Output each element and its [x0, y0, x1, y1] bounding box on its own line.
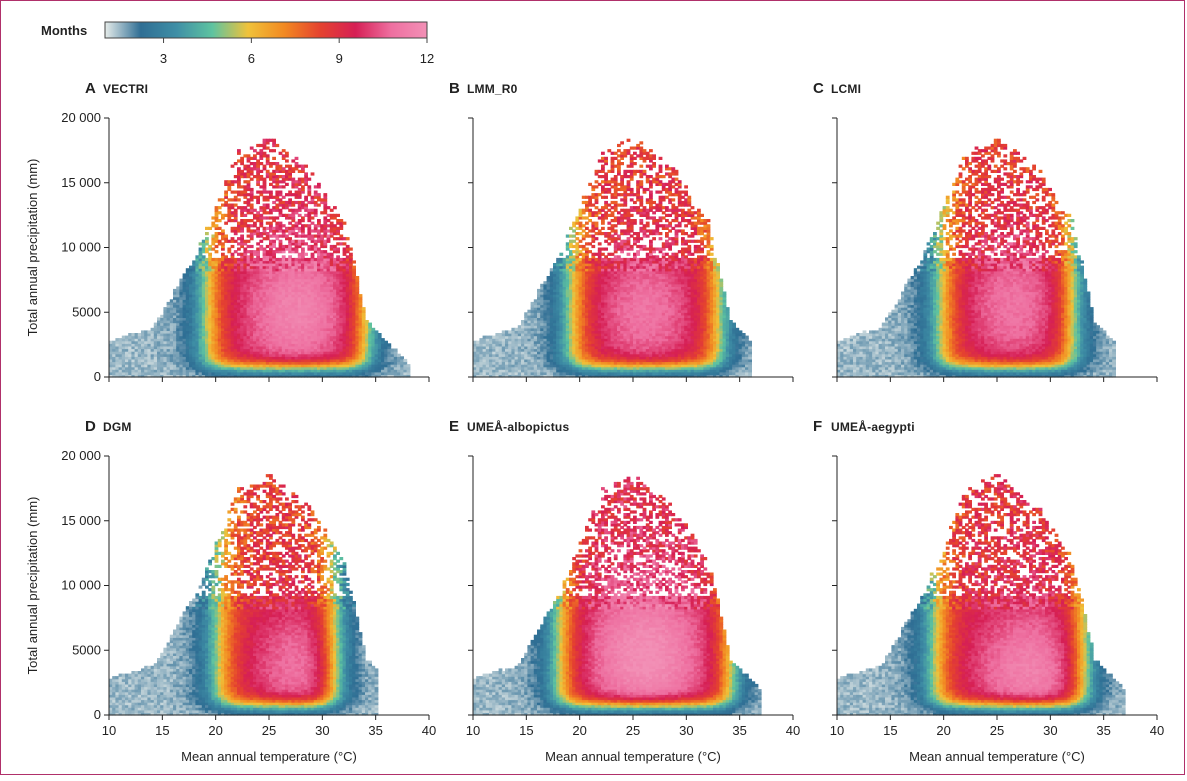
heatmap-cell	[346, 237, 350, 240]
panel-b: B LMM_R0	[449, 80, 793, 382]
heatmap-cell	[362, 307, 366, 310]
colorbar-tick-label: 6	[248, 51, 255, 66]
panel-name: LMM_R0	[467, 82, 518, 96]
y-axis-title: Total annual precipitation (mm)	[25, 159, 40, 337]
heatmap-cell	[285, 159, 289, 162]
heatmap-cell	[307, 185, 311, 188]
panels: A VECTRI 0 5000 10 000 15 000 20 000 Total annu…	[25, 80, 1164, 764]
heatmap-cell	[208, 253, 212, 256]
colorbar-label: Months	[41, 23, 87, 38]
colorbar: Months 3 6 9 12	[41, 22, 434, 66]
heatmap-cell	[323, 193, 327, 196]
heatmap-cell	[349, 253, 353, 256]
heatmap-cell	[304, 172, 308, 175]
heatmap-cell	[295, 157, 299, 160]
heatmap-cell	[205, 237, 209, 240]
heatmap-cell	[352, 266, 356, 269]
heatmap-cell	[272, 149, 276, 152]
heatmap-cell	[205, 232, 209, 235]
heatmap-cell	[279, 240, 283, 243]
heatmap-cells	[473, 139, 752, 378]
heatmap-cell	[250, 245, 254, 248]
colorbar-tick-label: 9	[336, 51, 343, 66]
y-tick-label: 0	[94, 369, 101, 384]
panel-name: VECTRI	[103, 82, 148, 96]
heatmap-cell	[279, 191, 283, 194]
heatmap-cell	[359, 294, 363, 297]
heatmap-cell	[240, 235, 244, 238]
heatmap-cell	[250, 188, 254, 191]
heatmap-cell	[314, 209, 318, 212]
panel-a: A VECTRI 0 5000 10 000 15 000 20 000 Total annu…	[25, 80, 429, 384]
colorbar-tick-label: 12	[420, 51, 434, 66]
heatmap-cell	[407, 364, 411, 367]
heatmap-cell	[221, 229, 225, 232]
colorbar-ticks: 3 6 9 12	[160, 38, 434, 66]
heatmap-cell	[387, 343, 391, 346]
heatmap-cell	[250, 204, 254, 207]
heatmap-cell	[336, 248, 340, 251]
heatmap-cell	[352, 260, 356, 263]
heatmap-cell	[559, 253, 563, 256]
heatmap-cell	[368, 323, 372, 326]
heatmap-cell	[275, 144, 279, 147]
heatmap-cell	[394, 349, 398, 352]
heatmap-cells	[109, 139, 410, 378]
heatmap-cell	[269, 191, 273, 194]
colorbar-bar	[105, 22, 427, 38]
heatmap-cell	[311, 172, 315, 175]
heatmap-cell	[231, 245, 235, 248]
heatmap-cell	[237, 149, 241, 152]
heatmap-cell	[224, 235, 228, 238]
heatmap-cell	[266, 154, 270, 157]
heatmap-cell	[285, 183, 289, 186]
heatmap-cell	[266, 204, 270, 207]
heatmap-cell	[272, 139, 276, 142]
y-tick-label: 10 000	[61, 240, 101, 255]
heatmap-cell	[355, 276, 359, 279]
heatmap-cell	[333, 206, 337, 209]
heatmap-cell	[343, 222, 347, 225]
heatmap-cell	[237, 198, 241, 201]
panel-letter: B	[449, 80, 460, 97]
heatmap-cell	[304, 253, 308, 256]
heatmap-cell	[378, 333, 382, 336]
heatmap-cell	[349, 248, 353, 251]
panel-letter: A	[85, 80, 96, 97]
heatmap-cell	[307, 178, 311, 181]
heatmap-cell	[304, 165, 308, 168]
heatmap-cell	[317, 219, 321, 222]
heatmap-cell	[272, 157, 276, 160]
heatmap-cell	[317, 183, 321, 186]
y-tick-label: 5000	[72, 304, 101, 319]
heatmap-cell	[403, 359, 407, 362]
heatmap-cell	[215, 250, 219, 253]
heatmap-cell	[301, 248, 305, 251]
y-tick-label: 15 000	[61, 175, 101, 190]
heatmap-cell	[336, 214, 340, 217]
colorbar-tick-label: 3	[160, 51, 167, 66]
heatmap-cell	[285, 152, 289, 155]
y-tick-label: 20 000	[61, 110, 101, 125]
heatmap-cell	[317, 193, 321, 196]
